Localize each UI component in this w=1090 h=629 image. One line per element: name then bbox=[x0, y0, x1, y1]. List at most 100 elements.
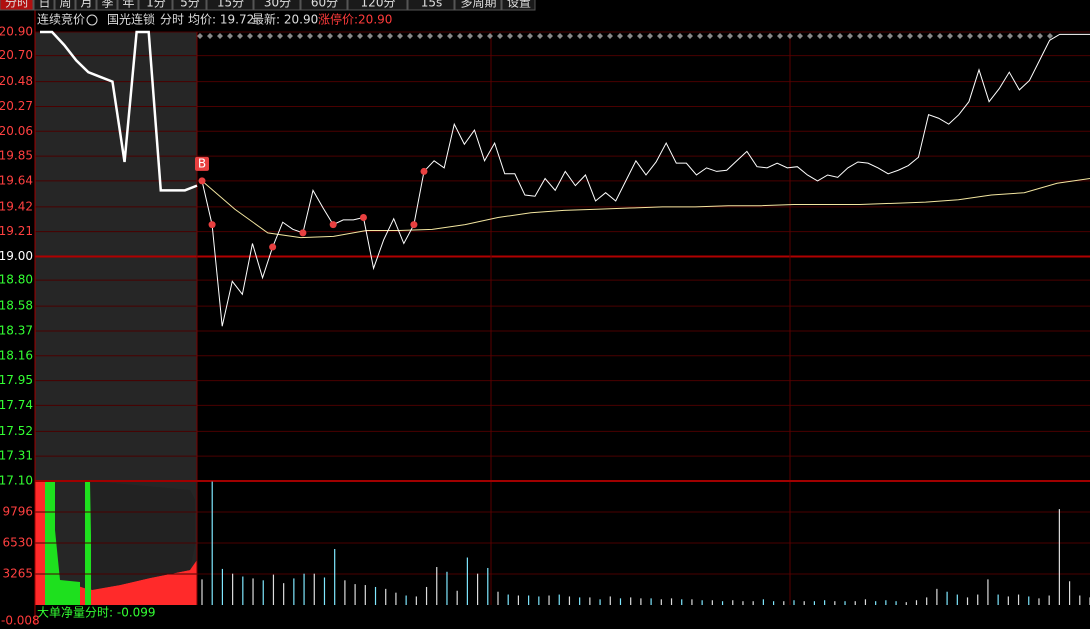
tab[interactable] bbox=[33, 0, 55, 11]
tab[interactable] bbox=[117, 0, 139, 11]
tab-label[interactable]: 季 bbox=[101, 0, 113, 10]
y-tick-label: 20.70 bbox=[0, 48, 33, 62]
status-diamond bbox=[347, 33, 353, 39]
status-diamond bbox=[627, 33, 633, 39]
bottom-axis-label: -0.008 bbox=[1, 614, 40, 626]
trade-dot bbox=[198, 177, 206, 185]
status-diamond bbox=[697, 33, 703, 39]
y-tick-label: 19.85 bbox=[0, 149, 33, 163]
status-diamond bbox=[507, 33, 513, 39]
y-tick-label: 19.00 bbox=[0, 249, 33, 263]
trade-dot bbox=[420, 167, 428, 175]
status-diamond bbox=[217, 33, 223, 39]
status-diamond bbox=[417, 33, 423, 39]
tab[interactable] bbox=[454, 0, 502, 11]
y-tick-label: 6530 bbox=[2, 536, 33, 550]
status-diamond bbox=[357, 33, 363, 39]
status-diamond bbox=[1007, 33, 1013, 39]
tab-label[interactable]: 60分 bbox=[311, 0, 338, 10]
tab[interactable] bbox=[75, 0, 97, 11]
status-diamond bbox=[657, 33, 663, 39]
y-tick-label: 17.95 bbox=[0, 373, 33, 387]
status-diamond bbox=[517, 33, 523, 39]
tab-label[interactable]: 120分 bbox=[361, 0, 396, 10]
status-diamond bbox=[297, 33, 303, 39]
marker-box bbox=[195, 156, 209, 171]
tab-label[interactable]: 15s bbox=[421, 0, 443, 10]
y-tick-label: 17.31 bbox=[0, 449, 33, 463]
status-diamond bbox=[197, 33, 203, 39]
status-diamond bbox=[327, 33, 333, 39]
tab[interactable] bbox=[253, 0, 301, 11]
status-diamond bbox=[237, 33, 243, 39]
status-diamond bbox=[447, 33, 453, 39]
tab[interactable] bbox=[407, 0, 455, 11]
status-diamond bbox=[227, 33, 233, 39]
status-diamond bbox=[467, 33, 473, 39]
y-tick-label: 19.21 bbox=[0, 224, 33, 238]
tab-label[interactable]: 分时 bbox=[5, 0, 29, 10]
tab[interactable] bbox=[96, 0, 118, 11]
status-diamond bbox=[527, 33, 533, 39]
status-diamond bbox=[267, 33, 273, 39]
tab[interactable] bbox=[54, 0, 76, 11]
status-diamond bbox=[637, 33, 643, 39]
status-diamond bbox=[647, 33, 653, 39]
tab-label[interactable]: 日 bbox=[38, 0, 50, 10]
tab[interactable] bbox=[347, 0, 408, 11]
info-icon[interactable] bbox=[86, 14, 98, 26]
marker-label: B bbox=[198, 156, 206, 170]
y-tick-label: 19.64 bbox=[0, 173, 33, 187]
status-diamond bbox=[957, 33, 963, 39]
trade-dot bbox=[359, 214, 367, 222]
tab[interactable] bbox=[300, 0, 348, 11]
y-tick-label: 17.52 bbox=[0, 424, 33, 438]
y-tick-label: 9796 bbox=[2, 504, 33, 518]
status-diamond bbox=[1017, 33, 1023, 39]
status-diamond bbox=[277, 33, 283, 39]
status-diamond bbox=[947, 33, 953, 39]
tab[interactable] bbox=[172, 0, 207, 11]
y-tick-label: 18.16 bbox=[0, 348, 33, 362]
tab-label[interactable]: 1分 bbox=[146, 0, 166, 10]
y-tick-label: 18.58 bbox=[0, 299, 33, 313]
tab-label[interactable]: 周 bbox=[59, 0, 71, 10]
status-diamond bbox=[567, 33, 573, 39]
y-tick-label: 20.90 bbox=[0, 25, 33, 39]
status-diamond bbox=[797, 33, 803, 39]
status-diamond bbox=[397, 33, 403, 39]
tab-label[interactable]: 5分 bbox=[180, 0, 200, 10]
trade-dot bbox=[269, 243, 277, 251]
status-diamond bbox=[427, 33, 433, 39]
trade-dot bbox=[208, 221, 216, 229]
phase: 连续竞价 bbox=[37, 12, 85, 27]
status-diamond bbox=[337, 33, 343, 39]
status-diamond bbox=[537, 33, 543, 39]
tab-label[interactable]: 多周期 bbox=[460, 0, 496, 10]
tab[interactable] bbox=[0, 0, 34, 11]
limit-up: 涨停价:20.90 bbox=[318, 12, 392, 27]
tab-label[interactable]: 年 bbox=[122, 0, 134, 10]
avg-line bbox=[201, 178, 1090, 239]
status-diamond bbox=[777, 33, 783, 39]
status-diamond bbox=[1037, 33, 1043, 39]
tab-label[interactable]: 30分 bbox=[264, 0, 291, 10]
status-diamond bbox=[437, 33, 443, 39]
tab-label[interactable]: 15分 bbox=[217, 0, 244, 10]
tab-label[interactable]: 月 bbox=[80, 0, 92, 10]
status-diamond bbox=[487, 33, 493, 39]
status-diamond bbox=[207, 33, 213, 39]
status-diamond bbox=[967, 33, 973, 39]
status-diamond bbox=[937, 33, 943, 39]
status-diamond bbox=[977, 33, 983, 39]
tab[interactable] bbox=[206, 0, 254, 11]
status-diamond bbox=[607, 33, 613, 39]
trade-dot bbox=[299, 229, 307, 237]
tab[interactable] bbox=[138, 0, 173, 11]
status-diamond bbox=[877, 33, 883, 39]
y-tick-label: 20.48 bbox=[0, 74, 33, 88]
tab[interactable] bbox=[501, 0, 536, 11]
tab-label[interactable]: 设置 bbox=[507, 0, 531, 10]
status-diamond bbox=[987, 33, 993, 39]
